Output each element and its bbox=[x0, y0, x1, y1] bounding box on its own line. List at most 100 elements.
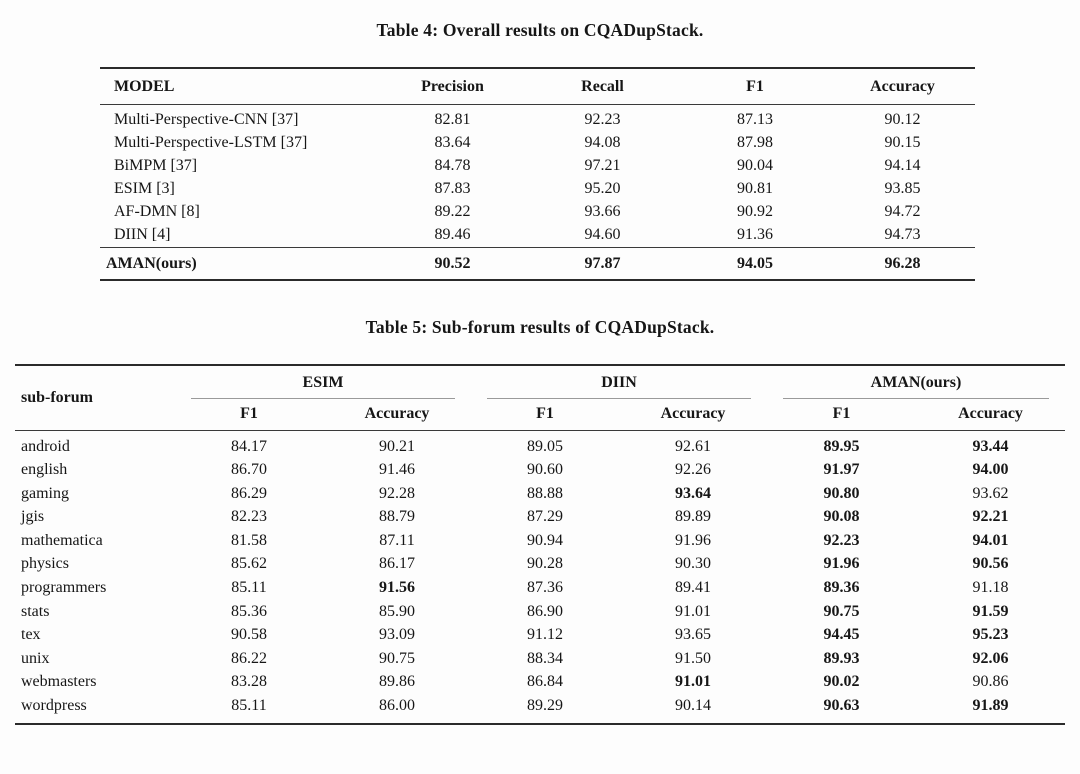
value-cell: 90.21 bbox=[379, 437, 415, 455]
value-cell: 87.36 bbox=[527, 579, 563, 597]
value-cell: 95.23 bbox=[972, 626, 1009, 644]
table5-group-diin: DIIN bbox=[471, 365, 767, 399]
table4-row: BiMPM [37] 84.78 97.21 90.04 94.14 bbox=[100, 155, 975, 178]
value-cell: 94.08 bbox=[584, 134, 621, 151]
model-cell: AF-DMN [8] bbox=[114, 203, 200, 220]
value-cell: 87.29 bbox=[527, 508, 563, 526]
value-cell: 89.46 bbox=[434, 226, 471, 243]
value-cell: 88.88 bbox=[527, 484, 563, 502]
value-cell: 91.46 bbox=[379, 461, 415, 479]
value-cell: 90.94 bbox=[527, 531, 563, 549]
value-cell: 91.36 bbox=[737, 226, 773, 243]
subforum-cell: stats bbox=[21, 602, 50, 620]
value-cell: 92.23 bbox=[584, 111, 621, 128]
value-cell: 97.87 bbox=[525, 246, 680, 280]
table5-row: physics 85.62 86.17 90.28 90.30 91.96 90.56 bbox=[15, 553, 1065, 577]
table5-group-aman: AMAN(ours) bbox=[767, 365, 1065, 399]
table5-subheader-esim-f1: F1 bbox=[175, 398, 323, 431]
table5-subforum-results: sub-forum ESIM DIIN AMAN(ours) F1 Accura… bbox=[15, 363, 1065, 726]
table4-row: DIIN [4] 89.46 94.60 91.36 94.73 bbox=[100, 224, 975, 248]
value-cell: 89.29 bbox=[527, 697, 563, 715]
model-cell: AMAN(ours) bbox=[100, 246, 380, 280]
value-cell: 90.52 bbox=[380, 246, 525, 280]
value-cell: 89.86 bbox=[379, 673, 415, 691]
value-cell: 86.22 bbox=[231, 649, 267, 667]
value-cell: 90.58 bbox=[231, 626, 267, 644]
table5-row: jgis 82.23 88.79 87.29 89.89 90.08 92.21 bbox=[15, 505, 1065, 529]
value-cell: 85.11 bbox=[231, 579, 267, 597]
subforum-cell: tex bbox=[21, 626, 41, 644]
value-cell: 90.80 bbox=[823, 484, 860, 502]
value-cell: 94.14 bbox=[884, 157, 921, 174]
value-cell: 90.81 bbox=[737, 180, 773, 197]
table5-header-subforum: sub-forum bbox=[15, 364, 175, 431]
table5-group-header-row: sub-forum ESIM DIIN AMAN(ours) bbox=[15, 364, 1065, 431]
table5-row: android 84.17 90.21 89.05 92.61 89.95 93.44 bbox=[15, 430, 1065, 458]
table5-group-esim-label: ESIM bbox=[191, 374, 455, 399]
table5-row: english 86.70 91.46 90.60 92.26 91.97 94.00 bbox=[15, 458, 1065, 482]
table4-row: Multi-Perspective-LSTM [37] 83.64 94.08 87.… bbox=[100, 132, 975, 155]
value-cell: 92.26 bbox=[675, 461, 711, 479]
value-cell: 91.01 bbox=[675, 673, 711, 691]
subforum-cell: android bbox=[21, 437, 70, 455]
table4-header-f1: F1 bbox=[680, 68, 830, 105]
value-cell: 85.11 bbox=[231, 697, 267, 715]
value-cell: 91.89 bbox=[972, 697, 1009, 715]
value-cell: 91.01 bbox=[675, 602, 711, 620]
value-cell: 93.09 bbox=[379, 626, 415, 644]
value-cell: 88.79 bbox=[379, 508, 415, 526]
value-cell: 86.84 bbox=[527, 673, 563, 691]
value-cell: 90.08 bbox=[823, 508, 860, 526]
table5-title: Table 5: Sub-forum results of CQADupStac… bbox=[365, 316, 715, 337]
table5-group-esim: ESIM bbox=[175, 365, 471, 399]
value-cell: 90.86 bbox=[972, 673, 1009, 691]
table5-row: unix 86.22 90.75 88.34 91.50 89.93 92.06 bbox=[15, 647, 1065, 671]
subforum-cell: programmers bbox=[21, 579, 107, 597]
value-cell: 93.85 bbox=[884, 180, 921, 197]
value-cell: 93.64 bbox=[675, 484, 711, 502]
value-cell: 88.34 bbox=[527, 649, 563, 667]
table5-group-aman-label: AMAN(ours) bbox=[783, 374, 1049, 399]
value-cell: 87.98 bbox=[737, 134, 773, 151]
table4-header-precision: Precision bbox=[380, 68, 525, 105]
value-cell: 86.17 bbox=[379, 555, 415, 573]
table5-subheader-aman-f1: F1 bbox=[767, 398, 916, 431]
value-cell: 93.62 bbox=[972, 484, 1009, 502]
value-cell: 93.66 bbox=[584, 203, 621, 220]
model-cell: DIIN [4] bbox=[114, 226, 171, 243]
table4-title: Table 4: Overall results on CQADupStack. bbox=[376, 20, 704, 40]
value-cell: 89.05 bbox=[527, 437, 563, 455]
value-cell: 97.21 bbox=[584, 157, 621, 174]
table4-header-recall: Recall bbox=[525, 68, 680, 105]
value-cell: 90.56 bbox=[972, 555, 1009, 573]
model-cell: Multi-Perspective-LSTM [37] bbox=[114, 134, 308, 151]
value-cell: 95.20 bbox=[584, 180, 621, 197]
table4-header-accuracy: Accuracy bbox=[830, 68, 975, 105]
value-cell: 94.01 bbox=[972, 531, 1009, 549]
value-cell: 86.70 bbox=[231, 461, 267, 479]
value-cell: 89.89 bbox=[675, 508, 711, 526]
subforum-cell: physics bbox=[21, 555, 69, 573]
value-cell: 96.28 bbox=[830, 246, 975, 280]
value-cell: 83.28 bbox=[231, 673, 267, 691]
table5-row: stats 85.36 85.90 86.90 91.01 90.75 91.59 bbox=[15, 600, 1065, 624]
value-cell: 82.23 bbox=[231, 508, 267, 526]
value-cell: 92.06 bbox=[972, 649, 1009, 667]
value-cell: 84.17 bbox=[231, 437, 267, 455]
value-cell: 85.90 bbox=[379, 602, 415, 620]
value-cell: 94.45 bbox=[823, 626, 860, 644]
value-cell: 94.72 bbox=[884, 203, 921, 220]
subforum-cell: jgis bbox=[21, 508, 45, 526]
value-cell: 91.96 bbox=[823, 555, 860, 573]
value-cell: 91.96 bbox=[675, 531, 711, 549]
subforum-cell: wordpress bbox=[21, 697, 87, 715]
table4-row: ESIM [3] 87.83 95.20 90.81 93.85 bbox=[100, 178, 975, 201]
value-cell: 94.05 bbox=[680, 246, 830, 280]
value-cell: 91.59 bbox=[972, 602, 1009, 620]
value-cell: 91.97 bbox=[823, 461, 860, 479]
value-cell: 91.12 bbox=[527, 626, 563, 644]
value-cell: 82.81 bbox=[434, 111, 471, 128]
value-cell: 92.61 bbox=[675, 437, 711, 455]
table5-group-diin-label: DIIN bbox=[487, 374, 751, 399]
value-cell: 89.22 bbox=[434, 203, 471, 220]
